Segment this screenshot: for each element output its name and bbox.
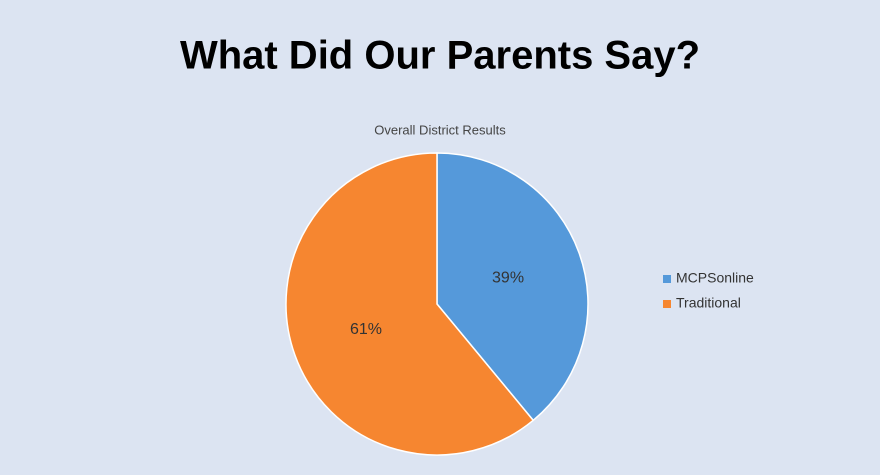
- legend-label: MCPSonline: [676, 270, 754, 286]
- data-label: 61%: [350, 321, 382, 338]
- legend-swatch: [663, 300, 671, 308]
- legend-label: Traditional: [676, 295, 741, 311]
- slide-title: What Did Our Parents Say?: [180, 34, 700, 78]
- data-label: 39%: [492, 270, 524, 287]
- pie-slice: [436, 152, 589, 422]
- legend-swatch: [663, 275, 671, 283]
- pie-slice: [285, 152, 535, 456]
- chart-title: Overall District Results: [374, 122, 506, 137]
